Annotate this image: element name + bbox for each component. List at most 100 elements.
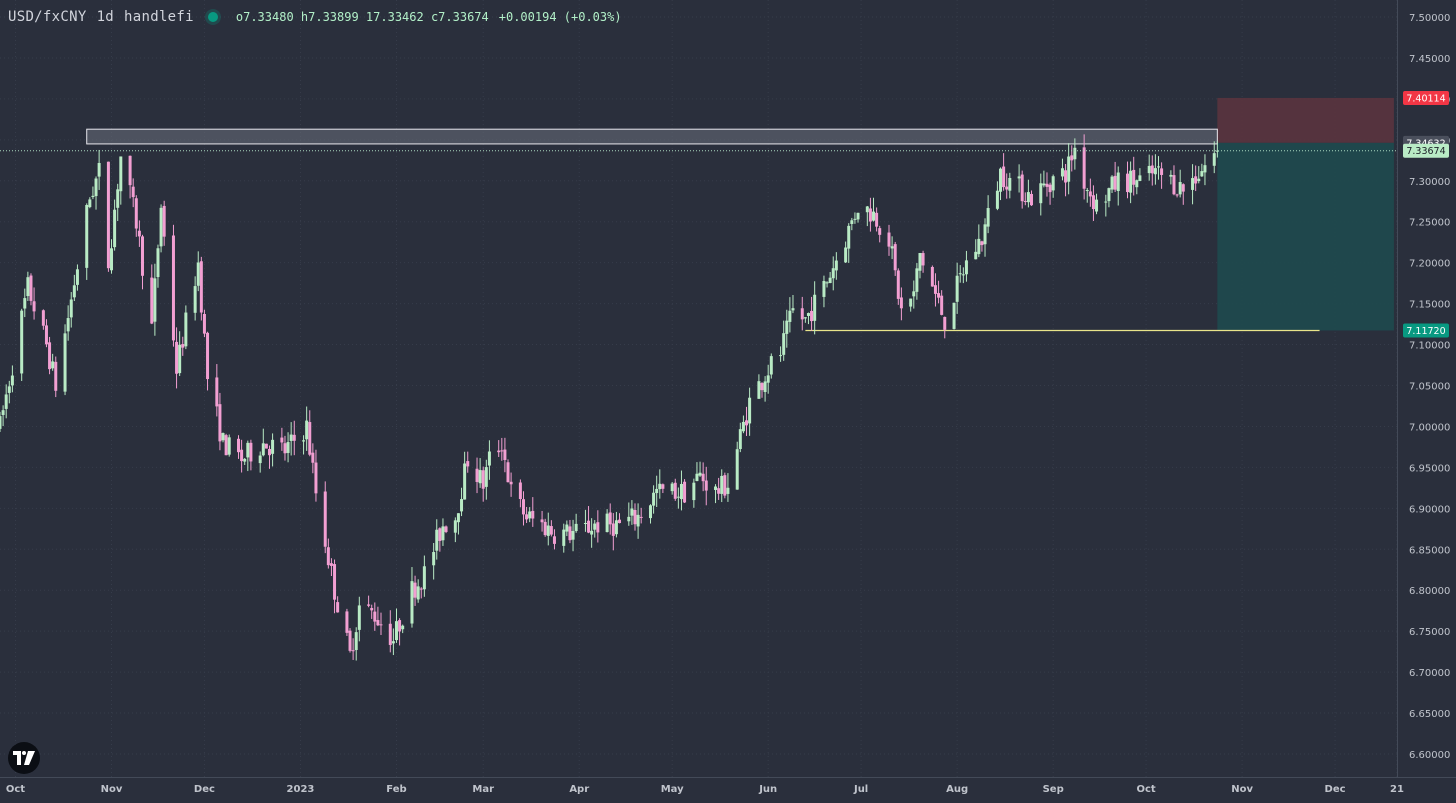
candle-body xyxy=(1073,147,1077,160)
x-tick-label: 21 xyxy=(1390,784,1404,795)
candle-body xyxy=(1039,183,1043,204)
candle-body xyxy=(137,230,141,237)
last-price-label xyxy=(1403,143,1449,158)
candle-body xyxy=(738,429,742,449)
candle-body xyxy=(800,308,804,320)
candle-body xyxy=(568,526,572,541)
candle-body xyxy=(844,247,848,263)
candle-body xyxy=(391,641,395,644)
candle-body xyxy=(478,470,482,484)
candle-body xyxy=(766,375,770,383)
candle-body xyxy=(639,516,643,518)
candle-body xyxy=(909,298,913,307)
x-tick-label: Mar xyxy=(472,784,494,795)
candle-body xyxy=(398,620,402,632)
candle-body xyxy=(943,316,947,330)
y-tick-label: 7.45000 xyxy=(1409,54,1450,65)
candlestick-series xyxy=(0,134,1219,661)
candle-body xyxy=(314,462,318,494)
candle-body xyxy=(627,516,631,522)
candle-body xyxy=(357,605,361,630)
candle-body xyxy=(995,190,999,209)
price-change: +0.00194 (+0.03%) xyxy=(498,10,622,24)
candle-body xyxy=(131,186,135,198)
candle-body xyxy=(921,253,925,266)
time-axis[interactable]: Oct Nov Dec 2023 Feb Mar Apr May Jun Jul Aug Sep Oct… xyxy=(6,784,1404,795)
candle-body xyxy=(503,449,507,461)
symbol-legend[interactable]: USD/fxCNY 1d handlefi o7.33480 h7.33899 … xyxy=(8,6,622,28)
candle-body xyxy=(509,481,513,485)
candle-body xyxy=(410,581,414,624)
price-label-target xyxy=(1403,323,1449,338)
candle-body xyxy=(518,482,522,499)
candle-body xyxy=(782,333,786,355)
candle-body xyxy=(899,297,903,309)
candle-body xyxy=(1042,183,1046,186)
x-tick-label: Jun xyxy=(758,784,777,795)
candle-body xyxy=(999,168,1003,192)
candle-body xyxy=(481,470,485,489)
ohlc-values: o7.33480 h7.33899 17.33462 c7.33674 xyxy=(235,10,489,24)
candle-body xyxy=(964,260,968,275)
candle-body xyxy=(388,623,392,645)
candle-body xyxy=(308,422,312,455)
candle-body xyxy=(574,523,578,532)
candle-body xyxy=(1135,180,1139,188)
market-status-icon xyxy=(207,12,218,22)
candle-body xyxy=(630,508,634,516)
candle-body xyxy=(394,621,398,641)
candle-body xyxy=(961,274,965,276)
candle-body xyxy=(760,383,764,391)
tradingview-logo-icon[interactable] xyxy=(8,742,40,774)
candle-body xyxy=(91,195,95,198)
candle-body xyxy=(769,356,773,375)
candle-body xyxy=(305,420,309,440)
x-tick-label: Apr xyxy=(569,784,589,795)
candle-body xyxy=(930,266,934,287)
x-tick-label: May xyxy=(661,784,684,795)
candle-body xyxy=(1175,194,1179,196)
candle-body xyxy=(435,529,439,551)
y-tick-label: 6.80000 xyxy=(1409,586,1450,597)
candle-body xyxy=(850,220,854,224)
x-tick-label: Dec xyxy=(1325,784,1346,795)
candle-body xyxy=(614,520,618,535)
candle-body xyxy=(497,450,501,453)
y-tick-label: 6.75000 xyxy=(1409,627,1450,638)
candle-body xyxy=(670,483,674,492)
candle-body xyxy=(354,632,358,651)
candle-body xyxy=(333,564,337,600)
candle-body xyxy=(757,381,761,399)
x-tick-label: Aug xyxy=(946,784,968,795)
candle-body xyxy=(376,620,380,626)
y-tick-label: 6.90000 xyxy=(1409,504,1450,515)
candle-body xyxy=(463,463,467,500)
candle-body xyxy=(1203,165,1207,173)
candle-body xyxy=(717,488,721,494)
candle-body xyxy=(29,275,33,301)
candle-body xyxy=(159,207,163,247)
candle-body xyxy=(1215,150,1219,152)
price-axis[interactable]: 7.500007.450007.400007.350007.300007.250… xyxy=(1409,13,1450,761)
candle-body xyxy=(695,473,699,482)
candle-body xyxy=(88,199,92,208)
candle-body xyxy=(521,499,525,515)
y-tick-label: 6.60000 xyxy=(1409,750,1450,761)
candle-body xyxy=(673,482,677,499)
x-tick-label: Jul xyxy=(853,784,868,795)
candle-body xyxy=(872,211,876,221)
candle-body xyxy=(475,468,479,482)
candle-body xyxy=(302,440,306,442)
candle-body xyxy=(221,433,225,441)
candle-body xyxy=(323,491,327,547)
author-label: handlefi xyxy=(124,9,194,25)
candle-body xyxy=(1129,170,1133,193)
candle-body xyxy=(289,434,293,441)
candle-body xyxy=(116,189,120,208)
candle-body xyxy=(779,355,783,357)
candle-body xyxy=(1138,175,1142,181)
candle-body xyxy=(831,268,835,279)
candle-body xyxy=(552,536,556,544)
candle-body xyxy=(803,317,807,319)
